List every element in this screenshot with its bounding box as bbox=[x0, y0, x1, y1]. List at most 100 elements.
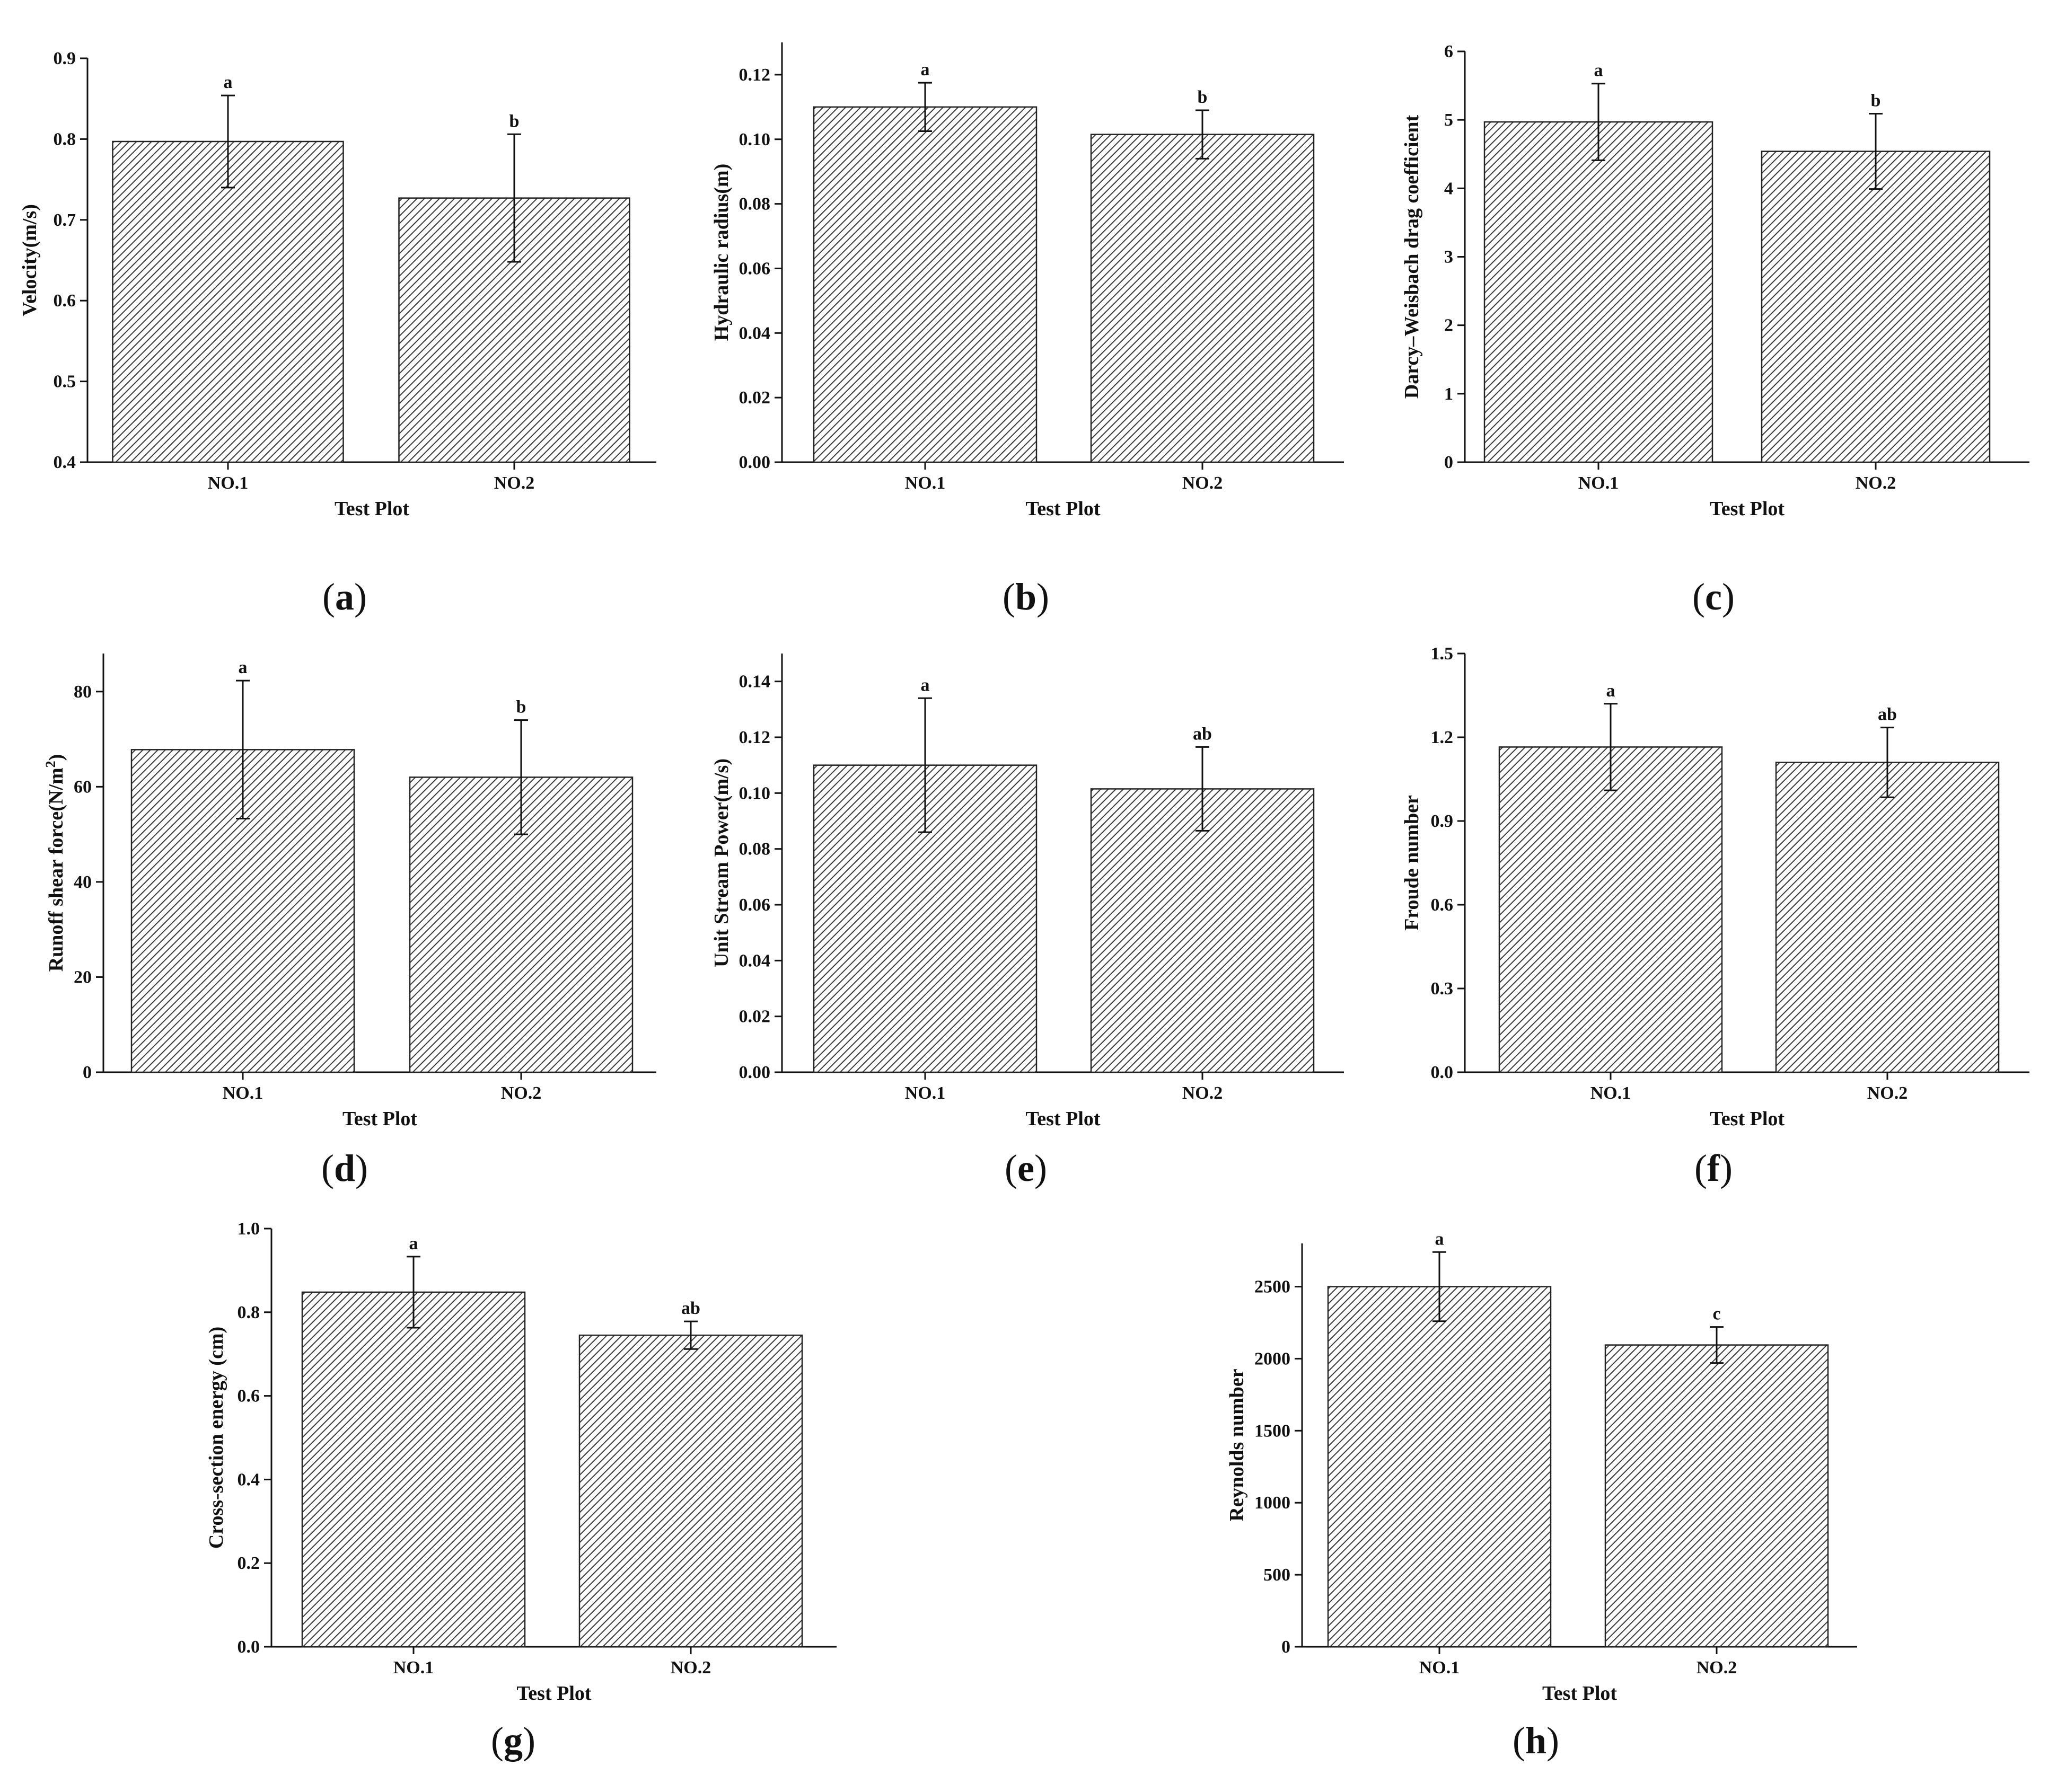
y-tick-label: 0.6 bbox=[54, 291, 76, 311]
y-tick-label: 0 bbox=[1444, 453, 1453, 472]
x-axis-title: Test Plot bbox=[1025, 1108, 1100, 1130]
bar bbox=[1775, 762, 2000, 1073]
x-tick-label: NO.1 bbox=[393, 1658, 434, 1678]
significance-label: b bbox=[1871, 91, 1881, 111]
x-tick-label: NO.1 bbox=[1590, 1083, 1631, 1103]
panel-label-open: ( bbox=[1692, 576, 1705, 618]
panel-label: (e) bbox=[1005, 1147, 1047, 1189]
y-tick-label: 4 bbox=[1444, 179, 1453, 198]
significance-label: a bbox=[921, 60, 930, 80]
y-tick-label: 0.9 bbox=[54, 49, 76, 68]
significance-label: a bbox=[409, 1234, 418, 1253]
bar bbox=[1327, 1286, 1552, 1648]
y-axis-title: Velocity(m/s) bbox=[19, 204, 41, 316]
y-axis-title: Froude number bbox=[1401, 795, 1423, 931]
bar bbox=[813, 106, 1038, 463]
x-tick-label: NO.2 bbox=[501, 1083, 542, 1103]
y-tick-label: 1500 bbox=[1254, 1421, 1290, 1441]
x-axis-title: Test Plot bbox=[516, 1682, 591, 1705]
panel-label-letter: e bbox=[1017, 1147, 1034, 1189]
panel-h: 0 500 1000 1500 2000 2500 a NO.1 c NO.2 Test Plot R… bbox=[1226, 1229, 1857, 1762]
panel-label-letter: h bbox=[1525, 1719, 1546, 1762]
x-axis-title: Test Plot bbox=[1710, 498, 1785, 520]
y-tick-label: 0.06 bbox=[739, 259, 771, 278]
y-axis-title-text: Cross-section energy (cm) bbox=[205, 1327, 227, 1549]
bar bbox=[1604, 1344, 1829, 1648]
significance-label: ab bbox=[681, 1299, 700, 1318]
y-axis-title-text: Reynolds number bbox=[1226, 1369, 1248, 1521]
y-tick-label: 1000 bbox=[1254, 1493, 1290, 1513]
x-tick-label: NO.2 bbox=[1856, 473, 1896, 493]
panel-a: 0.4 0.5 0.6 0.7 0.8 0.9 a NO.1 b NO.2 Test Plot Vel… bbox=[19, 49, 656, 618]
x-axis-title: Test Plot bbox=[335, 498, 409, 520]
y-tick-label: 0.8 bbox=[54, 129, 76, 149]
y-axis-title-text: Darcy–Weisbach drag coefficient bbox=[1401, 114, 1423, 399]
bar bbox=[301, 1291, 526, 1648]
panel-label-letter: d bbox=[334, 1147, 355, 1189]
y-axis-title-superscript: 2 bbox=[43, 761, 58, 767]
panel-d: 0 20 40 60 80 a NO.1 b NO.2 Test Plot Runoff shear… bbox=[43, 654, 656, 1189]
y-tick-label: 0.3 bbox=[1431, 979, 1454, 999]
y-tick-label: 20 bbox=[74, 967, 92, 987]
panel-label-open: ( bbox=[322, 576, 335, 618]
y-tick-label: 0 bbox=[83, 1063, 92, 1082]
y-tick-label: 0.4 bbox=[238, 1470, 260, 1489]
x-axis-title: Test Plot bbox=[342, 1108, 417, 1130]
panel-label: (c) bbox=[1692, 576, 1735, 618]
y-tick-label: 0.10 bbox=[739, 783, 771, 803]
y-axis-title: Reynolds number bbox=[1226, 1369, 1248, 1521]
bar bbox=[112, 140, 344, 463]
bar bbox=[1498, 746, 1723, 1073]
bar bbox=[578, 1334, 803, 1648]
panel-label-open: ( bbox=[1003, 576, 1015, 618]
y-tick-label: 1 bbox=[1444, 384, 1453, 404]
bar bbox=[1761, 151, 1991, 463]
y-tick-label: 0.6 bbox=[238, 1387, 260, 1406]
y-tick-label: 0.0 bbox=[238, 1637, 260, 1657]
x-tick-label: NO.2 bbox=[671, 1658, 711, 1678]
panel-label-open: ( bbox=[491, 1719, 504, 1762]
y-axis-title: Hydraulic radius(m) bbox=[710, 164, 733, 341]
panel-label: (b) bbox=[1003, 576, 1049, 618]
y-tick-label: 0.08 bbox=[739, 195, 771, 214]
significance-label: c bbox=[1712, 1304, 1720, 1324]
x-tick-label: NO.2 bbox=[1182, 473, 1223, 493]
y-axis-title: Cross-section energy (cm) bbox=[205, 1327, 227, 1549]
significance-label: a bbox=[239, 658, 248, 677]
bar bbox=[1090, 134, 1315, 463]
bar bbox=[1090, 788, 1315, 1073]
panel-label-close: ) bbox=[354, 576, 367, 618]
y-tick-label: 0.8 bbox=[238, 1303, 260, 1322]
panel-label-letter: c bbox=[1705, 576, 1722, 618]
significance-label: ab bbox=[1193, 724, 1212, 744]
y-tick-label: 2500 bbox=[1254, 1277, 1290, 1297]
y-tick-label: 40 bbox=[74, 872, 92, 892]
x-tick-label: NO.2 bbox=[1697, 1658, 1737, 1678]
y-tick-label: 0.7 bbox=[54, 210, 76, 230]
panel-label-open: ( bbox=[1694, 1147, 1707, 1189]
y-axis-title: Unit Stream Power(m/s) bbox=[710, 758, 733, 967]
panel-e: 0.00 0.02 0.04 0.06 0.08 0.10 0.12 0.14 a NO.1 ab N… bbox=[710, 654, 1344, 1189]
x-tick-label: NO.1 bbox=[208, 473, 249, 493]
y-tick-label: 0.02 bbox=[739, 1007, 771, 1027]
panel-c: 0 1 2 3 4 5 6 a NO.1 b NO.2 Test Plot Darcy–Weisbach… bbox=[1401, 42, 2029, 618]
y-axis-title-end: ) bbox=[45, 754, 67, 761]
y-tick-label: 80 bbox=[74, 682, 92, 702]
panel-g: 0.0 0.2 0.4 0.6 0.8 1.0 a NO.1 ab NO.2 Test Plot Cr… bbox=[205, 1219, 837, 1762]
panel-label-open: ( bbox=[1513, 1719, 1525, 1762]
y-axis-title-text: Runoff shear force(N/m bbox=[45, 767, 67, 972]
panel-label-close: ) bbox=[523, 1719, 535, 1762]
panel-label-letter: g bbox=[504, 1719, 523, 1762]
y-tick-label: 0.12 bbox=[739, 728, 771, 747]
y-tick-label: 1.0 bbox=[238, 1219, 260, 1239]
panel-label: (d) bbox=[321, 1147, 368, 1189]
panel-label-letter: a bbox=[335, 576, 354, 618]
significance-label: b bbox=[509, 111, 520, 131]
significance-label: a bbox=[921, 675, 930, 695]
y-axis-title-text: Unit Stream Power(m/s) bbox=[710, 758, 733, 967]
y-tick-label: 6 bbox=[1444, 42, 1453, 61]
significance-label: b bbox=[516, 698, 526, 717]
x-tick-label: NO.1 bbox=[905, 473, 946, 493]
panel-label: (f) bbox=[1694, 1147, 1733, 1189]
y-tick-label: 0.6 bbox=[1431, 895, 1454, 915]
